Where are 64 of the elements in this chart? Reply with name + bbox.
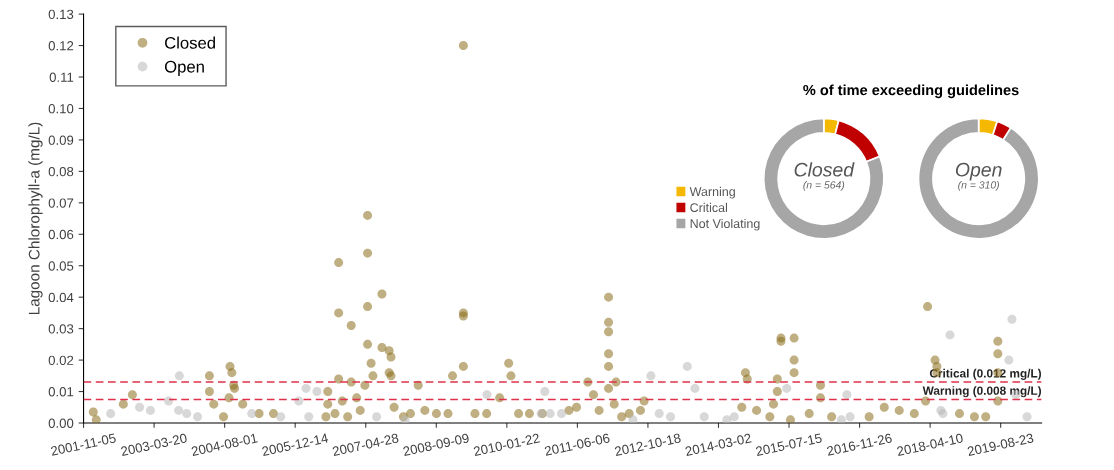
point [666,412,676,422]
annotation: (n = 564) [803,180,845,191]
point [556,409,566,419]
x-tick-label: 2004-08-01 [191,433,258,457]
point [540,387,550,397]
chart-title: % of time exceeding guidelines [803,84,1019,99]
point [174,405,184,415]
point [682,361,692,371]
donut-slice [917,117,1040,240]
point [482,390,492,400]
point [836,415,846,423]
point [729,412,739,422]
y-tick-label: 0.12 [48,41,74,51]
point [145,405,155,415]
annotation: Open [955,162,1002,181]
y-tick-label: 0.11 [49,72,74,82]
point [372,412,382,422]
point [945,330,955,340]
point [174,371,184,381]
y-tick-label: 0.13 [48,9,74,20]
point [182,409,192,419]
y-tick-label: 0.10 [48,104,74,114]
point [646,371,656,381]
point [782,383,792,393]
point [690,383,700,393]
y-tick-label: 0.08 [48,166,74,177]
point [842,390,852,400]
legend-label: Warning [689,186,735,199]
point [545,409,555,419]
point [106,409,116,419]
y-axis-title: Lagoon Chlorophyll-a (mg/L) [28,122,43,315]
point [845,412,855,422]
y-tick-label: 0.07 [48,198,74,208]
y-tick-label: 0.03 [48,324,74,334]
y-tick-label: 0.04 [48,292,74,303]
point [193,412,203,422]
point [628,415,638,423]
point [276,412,286,422]
point [654,409,664,419]
point [722,415,732,423]
point [312,387,322,397]
y-tick-label: 0.02 [48,355,74,365]
ref-line-label: Warning (0.008 mg/L) [922,386,1042,398]
point [1022,412,1032,422]
point [699,412,709,422]
annotation: (n = 310) [958,180,1000,191]
donut-slice [762,117,885,240]
point [938,409,948,419]
point [135,402,145,412]
legend-label: Not Violating [690,218,760,231]
y-tick-label: 0.00 [48,418,74,428]
y-tick-label: 0.09 [48,135,74,145]
point [1007,314,1017,324]
legend-label: Open [164,60,204,76]
y-tick-label: 0.05 [48,261,74,271]
legend-label: Closed [165,36,215,49]
annotation: Closed [794,162,855,177]
y-tick-label: 0.01 [48,387,74,397]
point [301,383,311,393]
legend-label: Critical [690,202,727,213]
y-tick-label: 0.06 [48,229,74,240]
point [247,409,257,419]
point [304,412,314,422]
point [1004,355,1014,365]
